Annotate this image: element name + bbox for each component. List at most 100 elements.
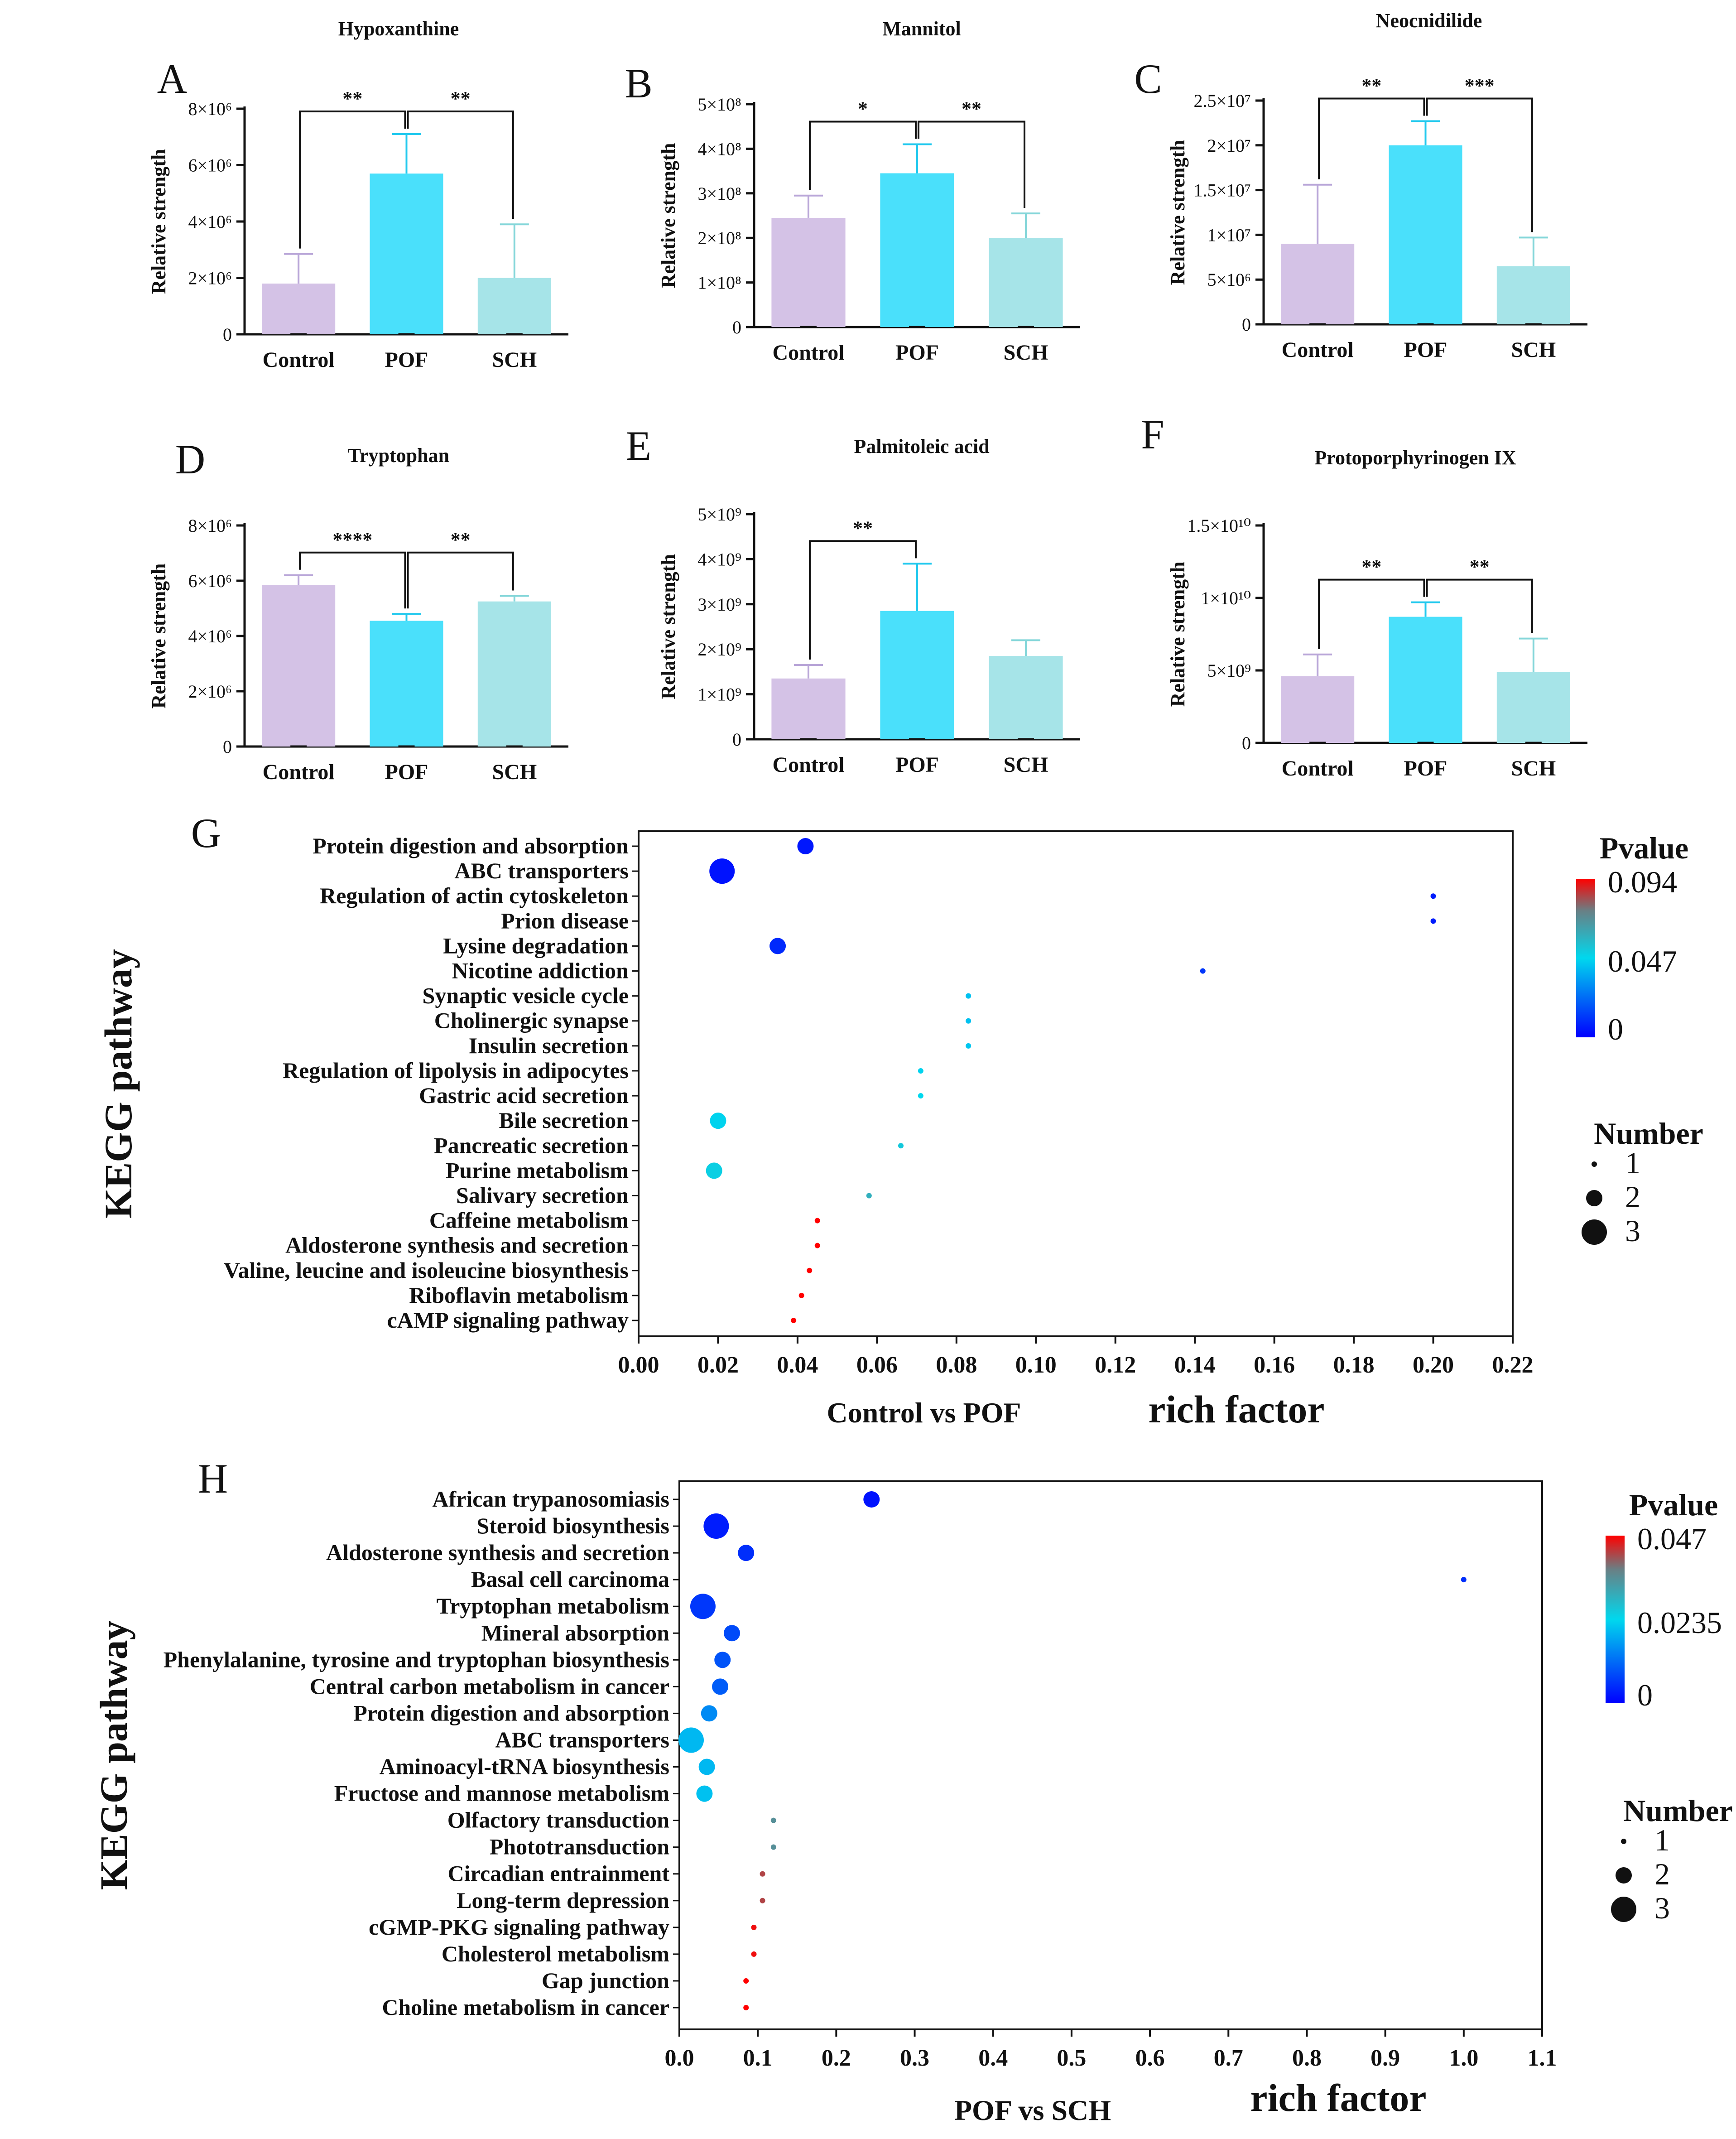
number-legend-label: 2	[1625, 1180, 1640, 1214]
y-tick-label: 2.5×10⁷	[1193, 91, 1251, 111]
x-tick-label: 0.2	[822, 2045, 851, 2071]
y-tick-label: 1×10⁷	[1207, 225, 1251, 245]
pathway-dot	[743, 1978, 749, 1984]
chart-title: Neocnidilide	[1376, 10, 1482, 32]
number-legend-title: Number	[1623, 1793, 1733, 1828]
y-tick-label: 6×10⁶	[188, 571, 232, 591]
pathway-label: ABC transporters	[454, 858, 629, 883]
pathway-dot	[807, 1267, 813, 1273]
y-axis-label: Relative strength	[657, 143, 679, 289]
significance-label: **	[1361, 556, 1381, 578]
pathway-label: Valine, leucine and isoleucine biosynthe…	[224, 1257, 629, 1283]
pathway-label: Fructose and mannose metabolism	[334, 1781, 669, 1806]
bar-pof	[1389, 145, 1462, 324]
bar-control	[1281, 244, 1355, 324]
bar-chart-b: B Mannitol Relative strength 0 1×10⁸ 2×10⁸ 3×1…	[625, 18, 1080, 365]
number-legend-dot	[1611, 1897, 1636, 1922]
significance-bracket	[299, 551, 406, 609]
bar-sch	[477, 601, 551, 747]
x-tick-label: 0.22	[1492, 1352, 1534, 1378]
pathway-label: Protein digestion and absorption	[353, 1700, 669, 1725]
pathway-dot	[760, 1871, 765, 1877]
bar-pof	[880, 611, 954, 739]
pathway-label: Purine metabolism	[446, 1157, 629, 1183]
y-tick-label: 3×10⁹	[697, 594, 741, 615]
pathway-label: Salivary secretion	[456, 1182, 629, 1208]
pathway-dot	[918, 1093, 923, 1099]
significance-label: **	[451, 87, 471, 110]
y-tick-label: 0	[1242, 733, 1251, 753]
x-tick-label: SCH	[492, 348, 537, 372]
x-tick-label: 0.9	[1371, 2045, 1400, 2071]
x-tick-label: Control	[1282, 756, 1354, 780]
chart-title: Palmitoleic acid	[854, 435, 989, 458]
pathway-dot	[760, 1898, 765, 1903]
x-tick-label: 0.8	[1292, 2045, 1322, 2071]
pathway-label: Aldosterone synthesis and secretion	[326, 1540, 669, 1565]
x-tick-label: 0.00	[618, 1352, 659, 1378]
pathway-label: Nicotine addiction	[452, 958, 629, 983]
y-tick-label: 4×10⁶	[188, 212, 232, 232]
bar-charts: A Hypoxanthine Relative strength 0 2×10⁶ 4×10…	[148, 10, 1587, 784]
pathway-dot	[701, 1705, 717, 1722]
pathway-dot	[966, 1018, 971, 1024]
bar-sch	[1496, 672, 1570, 743]
pathway-dot	[1200, 968, 1206, 974]
x-tick-label: 0.12	[1095, 1352, 1136, 1378]
y-tick-label: 4×10⁶	[188, 626, 232, 646]
bar-sch	[477, 278, 551, 334]
x-tick-label: POF	[385, 348, 428, 372]
x-tick-label: Control	[263, 348, 335, 372]
pathway-dot	[1430, 893, 1436, 899]
bar-control	[771, 678, 846, 739]
significance-label: **	[853, 517, 873, 539]
pathway-label: Protein digestion and absorption	[313, 833, 629, 858]
x-tick-label: SCH	[1511, 338, 1556, 362]
pvalue-legend-label: 0.047	[1608, 944, 1677, 978]
x-tick-label: 0.18	[1333, 1352, 1375, 1378]
y-tick-label: 0	[732, 729, 741, 750]
pathway-dot	[814, 1243, 820, 1248]
pathway-dot	[770, 1844, 776, 1850]
pathway-label: Bile secretion	[499, 1108, 629, 1133]
pvalue-legend-label: 0.047	[1637, 1522, 1707, 1556]
y-tick-label: 4×10⁹	[697, 549, 741, 569]
pathway-label: Insulin secretion	[469, 1033, 629, 1058]
pathway-dot	[703, 1513, 729, 1539]
pathway-label: African trypanosomiasis	[432, 1486, 669, 1512]
x-tick-label: 0.08	[936, 1352, 977, 1378]
pvalue-legend-title: Pvalue	[1600, 831, 1688, 865]
pathway-dot	[724, 1625, 741, 1642]
y-tick-label: 1.5×10¹⁰	[1187, 515, 1251, 536]
significance-bracket	[1426, 578, 1533, 633]
y-tick-label: 3×10⁸	[697, 183, 741, 204]
pvalue-legend-title: Pvalue	[1629, 1488, 1718, 1522]
pathway-label: Aminoacyl-tRNA biosynthesis	[380, 1754, 669, 1779]
pathway-label: Regulation of actin cytoskeleton	[320, 883, 629, 908]
y-axis-label: Relative strength	[148, 564, 170, 709]
kegg-chart-g: G KEGG pathway Protein digestion and absor…	[96, 810, 1703, 1431]
x-tick-label: POF	[1404, 756, 1447, 780]
significance-label: **	[1470, 556, 1490, 578]
x-tick-label: Control	[772, 341, 844, 365]
bar-control	[262, 585, 336, 747]
y-tick-label: 0	[732, 317, 741, 337]
pathway-label: Phenylalanine, tyrosine and tryptophan b…	[164, 1647, 669, 1672]
number-legend-label: 2	[1654, 1857, 1670, 1891]
x-tick-label: 0.4	[978, 2045, 1008, 2071]
pathway-label: Long-term depression	[457, 1888, 669, 1913]
pathway-dot	[710, 1113, 726, 1129]
pathway-dot	[743, 2005, 749, 2010]
y-tick-label: 1×10¹⁰	[1201, 588, 1251, 608]
pathway-dot	[712, 1678, 729, 1695]
y-tick-label: 4×10⁸	[697, 139, 741, 159]
significance-bracket	[407, 551, 514, 609]
significance-label: **	[342, 87, 362, 110]
x-tick-label: 0.02	[697, 1352, 739, 1378]
panel-letter: E	[626, 423, 651, 469]
pathway-dot	[918, 1068, 923, 1074]
x-tick-label: 0.04	[777, 1352, 818, 1378]
x-tick-label: POF	[895, 753, 939, 777]
x-tick-label: 0.14	[1174, 1352, 1216, 1378]
pathway-label: Riboflavin metabolism	[409, 1282, 629, 1308]
